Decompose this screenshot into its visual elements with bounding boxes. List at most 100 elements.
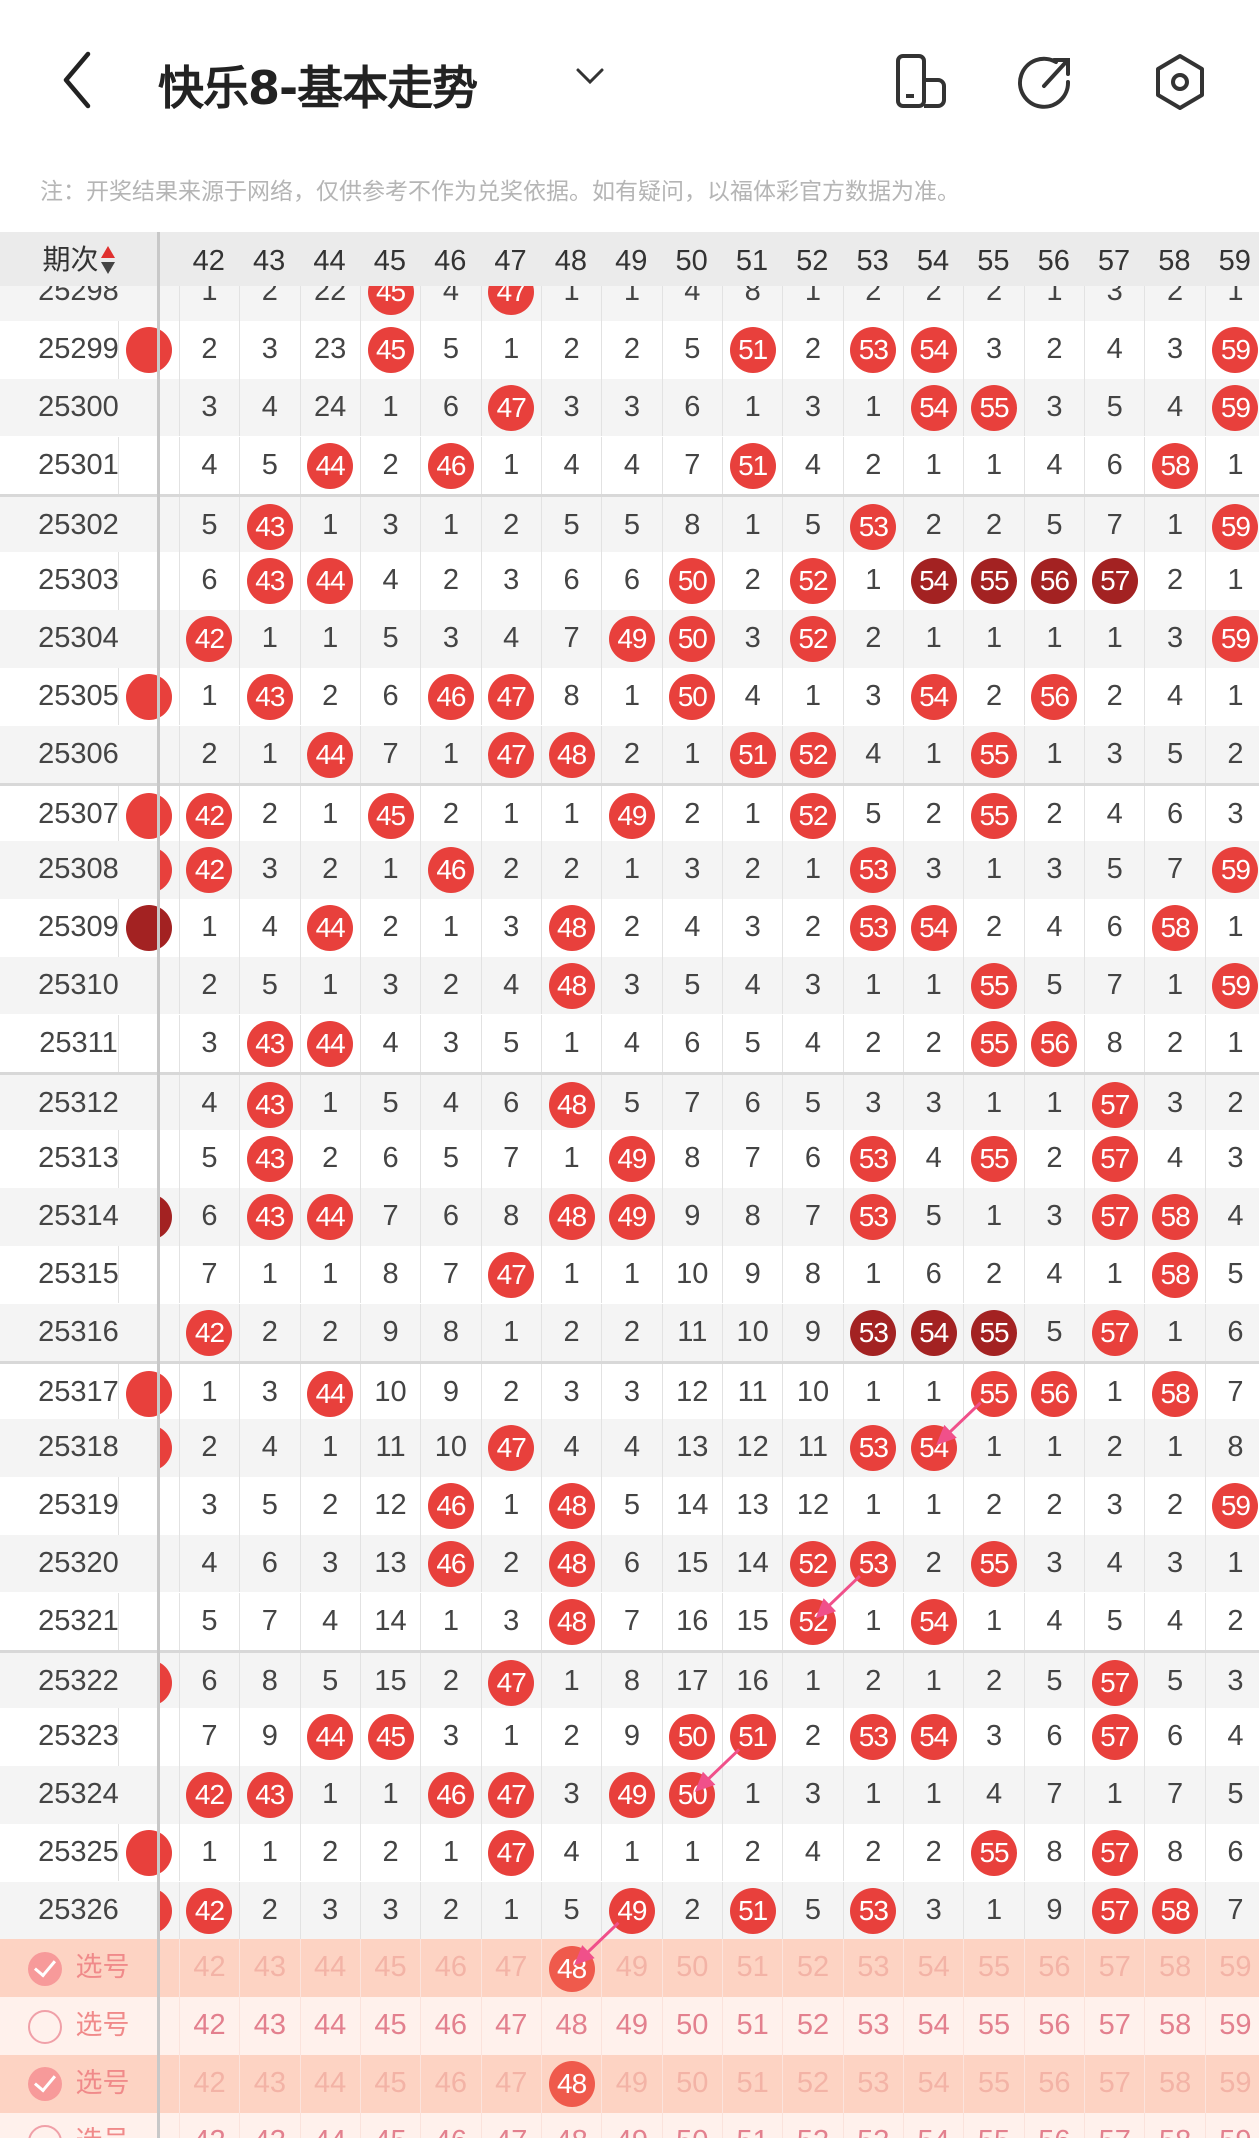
unchecked-circle-icon[interactable] (27, 2125, 62, 2138)
pick-number-52[interactable]: 52 (782, 1997, 842, 2055)
pick-number-53[interactable]: 53 (842, 2054, 903, 2113)
pick-number-56[interactable]: 56 (1023, 2112, 1084, 2138)
pick-number-53[interactable]: 53 (842, 2112, 903, 2138)
pick-number-53[interactable]: 53 (842, 1997, 903, 2055)
pick-number-48[interactable]: 48 (540, 1939, 601, 1998)
select-toggle[interactable]: 选号 (0, 2112, 157, 2138)
pick-number-57[interactable]: 57 (1084, 2112, 1144, 2138)
pick-number-51[interactable]: 51 (721, 2112, 782, 2138)
pick-number-54[interactable]: 54 (903, 1939, 963, 1998)
settings-hexagon-icon[interactable] (1152, 52, 1208, 112)
pick-number-56[interactable]: 56 (1023, 1939, 1084, 1998)
select-toggle[interactable]: 选号 (0, 1997, 157, 2055)
pick-number-52[interactable]: 52 (782, 1939, 842, 1998)
pick-number-55[interactable]: 55 (963, 1939, 1023, 1998)
pick-number-47[interactable]: 47 (480, 1939, 541, 1998)
pick-number-57[interactable]: 57 (1084, 1939, 1144, 1998)
pick-number-52[interactable]: 52 (782, 2054, 842, 2113)
cell-miss-count: 4 (1023, 898, 1084, 957)
pick-number-55[interactable]: 55 (963, 2054, 1023, 2113)
pick-number-42[interactable]: 42 (178, 2054, 239, 2113)
pick-number-43[interactable]: 43 (239, 1939, 299, 1998)
pick-number-53[interactable]: 53 (842, 1939, 903, 1998)
hit-ball: 54 (910, 905, 957, 952)
pick-number-44[interactable]: 44 (299, 2054, 360, 2113)
pick-number-57[interactable]: 57 (1084, 2054, 1144, 2113)
pick-number-59[interactable]: 59 (1204, 2054, 1259, 2113)
pick-number-58[interactable]: 58 (1144, 2054, 1204, 2113)
pick-number-51[interactable]: 51 (721, 2054, 782, 2113)
unchecked-circle-icon[interactable] (27, 2009, 62, 2044)
pick-number-57[interactable]: 57 (1084, 1997, 1144, 2055)
pick-number-46[interactable]: 46 (420, 1997, 480, 2055)
select-toggle[interactable]: 选号 (0, 1939, 157, 1998)
pick-number-56[interactable]: 56 (1023, 1997, 1084, 2055)
pick-number-59[interactable]: 59 (1204, 1997, 1259, 2055)
pick-number-44[interactable]: 44 (299, 2112, 360, 2138)
pick-number-58[interactable]: 58 (1144, 2112, 1204, 2138)
pick-number-49[interactable]: 49 (601, 2054, 661, 2113)
pick-number-46[interactable]: 46 (420, 2112, 480, 2138)
pick-number-51[interactable]: 51 (721, 1997, 782, 2055)
pick-number-46[interactable]: 46 (420, 2054, 480, 2113)
cell-miss-count: 8 (540, 667, 601, 726)
pick-number-43[interactable]: 43 (239, 2054, 299, 2113)
pick-number-42[interactable]: 42 (178, 2112, 239, 2138)
pick-number-54[interactable]: 54 (903, 1997, 963, 2055)
partial-column-cell (118, 1364, 178, 1420)
page-title[interactable]: 快乐8-基本走势 (158, 61, 478, 115)
pick-number-49[interactable]: 49 (601, 1997, 661, 2055)
hit-ball: 42 (186, 792, 233, 839)
checked-circle-icon[interactable] (27, 1951, 62, 1986)
pick-number-45[interactable]: 45 (359, 2112, 420, 2138)
pick-number-49[interactable]: 49 (601, 1939, 661, 1998)
pick-number-52[interactable]: 52 (782, 2112, 842, 2138)
pick-number-42[interactable]: 42 (178, 1939, 239, 1998)
pick-number-45[interactable]: 45 (359, 1997, 420, 2055)
pick-number-58[interactable]: 58 (1144, 1939, 1204, 1998)
pick-number-45[interactable]: 45 (359, 2054, 420, 2113)
pick-number-47[interactable]: 47 (480, 2112, 541, 2138)
select-toggle[interactable]: 选号 (0, 2054, 157, 2113)
cell-miss-count: 9 (721, 1245, 782, 1304)
table-body[interactable]: 25298 1 2 22 45 4 47 1 1 4 8 1 2 2 2 1 3 2 1 25299 2 3 23 45 5 1 2… (0, 286, 1259, 2138)
pick-number-50[interactable]: 50 (661, 1939, 722, 1998)
pick-number-48[interactable]: 48 (540, 2112, 601, 2138)
pick-number-48[interactable]: 48 (540, 1997, 601, 2055)
pick-number-46[interactable]: 46 (420, 1939, 480, 1998)
pick-number-51[interactable]: 51 (721, 1939, 782, 1998)
cell-miss-count: 1 (963, 1592, 1023, 1651)
pick-number-44[interactable]: 44 (299, 1997, 360, 2055)
pick-number-43[interactable]: 43 (239, 1997, 299, 2055)
pick-number-59[interactable]: 59 (1204, 1939, 1259, 1998)
pick-number-47[interactable]: 47 (480, 1997, 541, 2055)
pick-number-54[interactable]: 54 (903, 2054, 963, 2113)
dropdown-chevron-icon[interactable] (572, 62, 608, 92)
pick-number-56[interactable]: 56 (1023, 2054, 1084, 2113)
pick-number-50[interactable]: 50 (661, 2112, 722, 2138)
cell-miss-count: 8 (239, 1653, 299, 1709)
pick-number-55[interactable]: 55 (963, 1997, 1023, 2055)
hit-ball: 53 (850, 503, 897, 550)
pick-number-49[interactable]: 49 (601, 2112, 661, 2138)
pick-number-48[interactable]: 48 (540, 2054, 601, 2113)
pick-number-45[interactable]: 45 (359, 1939, 420, 1998)
issue-sort-header[interactable]: 期次 (0, 232, 157, 286)
pick-number-55[interactable]: 55 (963, 2112, 1023, 2138)
phone-rotate-icon[interactable] (894, 52, 950, 112)
pick-number-50[interactable]: 50 (661, 2054, 722, 2113)
pick-number-42[interactable]: 42 (178, 1997, 239, 2055)
pick-number-58[interactable]: 58 (1144, 1997, 1204, 2055)
pick-number-43[interactable]: 43 (239, 2112, 299, 2138)
pick-number-50[interactable]: 50 (661, 1997, 722, 2055)
pick-number-44[interactable]: 44 (299, 1939, 360, 1998)
cell-miss-count: 3 (782, 378, 842, 437)
table-row: 25301 4 5 44 2 46 1 4 4 7 51 4 2 1 1 4 6 58 1 (0, 436, 1259, 495)
back-chevron-icon[interactable] (58, 50, 98, 110)
pick-number-54[interactable]: 54 (903, 2112, 963, 2138)
share-icon[interactable] (1018, 52, 1074, 112)
pick-number-47[interactable]: 47 (480, 2054, 541, 2113)
pick-number-59[interactable]: 59 (1204, 2112, 1259, 2138)
cell-miss-count: 3 (178, 378, 239, 437)
checked-circle-icon[interactable] (27, 2067, 62, 2102)
